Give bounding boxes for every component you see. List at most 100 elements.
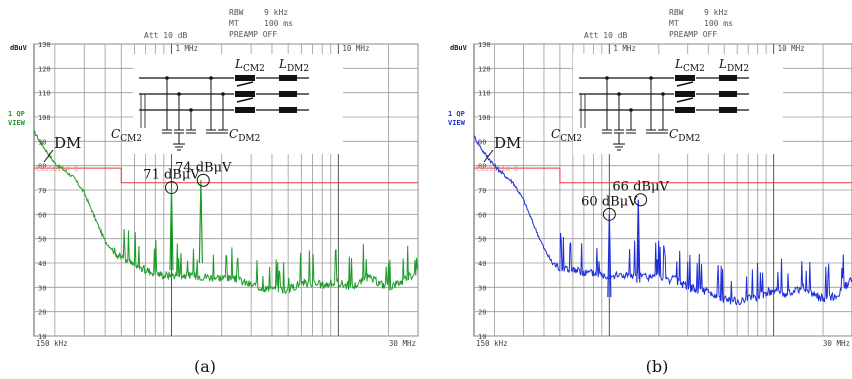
label-lcm2: LCM2 [674,57,705,74]
trace-label: VIEW [448,119,466,127]
y-tick-label: 130 [38,41,51,49]
attenuation-label: Att 10 dB [144,31,188,40]
label-ldm2-subscript: DM2 [287,64,309,74]
label-lcm2-symbol: L [234,57,243,71]
label-ccm2: CCM2 [551,127,582,144]
x-tick-label: 10 MHz [342,44,369,53]
choke-winding [235,91,255,97]
y-tick-label: 100 [38,114,51,122]
spectrum-panel-b: 10 20 30 40 50 60 70 80 90 100 110 120 130 150 kHz 30 … [448,8,852,348]
label-lcm2-subscript: CM2 [683,64,705,74]
y-tick-label: 120 [38,65,51,73]
rbw-value: 9 kHz [264,8,288,17]
y-tick-label: 80 [478,163,486,171]
x-tick-label: 30 MHz [823,339,850,348]
x-tick-label: 10 MHz [778,44,805,53]
dm-inductor [279,91,297,97]
y-tick-label: 60 [38,211,46,219]
unit-label: dBuV [450,44,468,52]
label-cdm2: CDM2 [669,127,700,144]
dm-inductor [719,107,737,113]
peak-annotation: 74 dBμV [175,160,232,175]
ground-symbol [613,143,625,151]
emission-trace [473,135,852,306]
emission-trace [33,129,419,295]
x-tick-label: 1 MHz [175,44,198,53]
choke-winding [675,91,695,97]
dm-inductor [279,107,297,113]
rbw-label: RBW [229,8,244,17]
x-tick-label: 1 MHz [613,44,636,53]
label-cdm2-subscript: DM2 [678,134,700,144]
spectrum-peak [636,199,641,283]
y-tick-label: 50 [478,236,486,244]
y-tick-label: 50 [38,236,46,244]
label-ccm2-subscript: CM2 [120,134,142,144]
rbw-value: 9 kHz [704,8,728,17]
y-tick-label: 10 [478,333,486,341]
label-cdm2-symbol: C [669,127,678,141]
choke-winding [235,107,255,113]
peak-annotation: 71 dBμV [143,168,200,183]
label-ldm2: LDM2 [718,57,749,74]
y-tick-label: 40 [38,260,46,268]
rbw-label: RBW [669,8,684,17]
choke-winding [675,107,695,113]
label-lcm2-subscript: CM2 [243,64,265,74]
junction-dot [177,92,181,96]
attenuation-label: Att 10 dB [584,31,628,40]
y-tick-label: 40 [478,260,486,268]
label-ccm2: CCM2 [111,127,142,144]
peak-annotation: 66 dBμV [612,180,669,195]
label-cdm2-symbol: C [229,127,238,141]
y-tick-label: 70 [478,187,486,195]
dm-leader-line [483,149,494,163]
junction-dot [209,76,213,80]
x-tick-label: 30 MHz [389,339,416,348]
label-cdm2-subscript: DM2 [238,134,260,144]
y-tick-label: 90 [478,138,486,146]
limit-label: EN55011A Q [36,165,78,173]
label-ccm2-symbol: C [551,127,560,141]
trace-label: 1 QP [8,110,25,118]
y-tick-label: 70 [38,187,46,195]
panel-caption: (a) [194,357,216,376]
label-ldm2-subscript: DM2 [727,64,749,74]
junction-dot [617,92,621,96]
y-tick-label: 110 [38,90,51,98]
y-tick-label: 30 [478,284,486,292]
label-ldm2: LDM2 [278,57,309,74]
label-cdm2: CDM2 [229,127,260,144]
y-tick-label: 130 [478,41,491,49]
label-ldm2-symbol: L [718,57,727,71]
y-tick-label: 100 [478,114,491,122]
choke-winding [675,75,695,81]
limit-line [474,167,852,184]
label-lcm2-symbol: L [674,57,683,71]
preamp-label: PREAMP OFF [229,30,277,39]
choke-core [676,81,694,103]
dm-inductor [719,75,737,81]
ground-symbol [173,143,185,151]
peak-marker-circle [164,181,178,195]
spectrum-peak [607,214,612,298]
unit-label: dBuV [10,44,28,52]
mt-label: MT [669,19,679,28]
label-ldm2-symbol: L [278,57,287,71]
dm-label: DM [494,134,521,152]
y-tick-label: 30 [38,284,46,292]
mt-label: MT [229,19,239,28]
junction-dot [189,108,193,112]
junction-dot [605,76,609,80]
junction-dot [649,76,653,80]
y-tick-label: 10 [38,333,46,341]
mt-value: 100 ms [264,19,293,28]
y-tick-label: 20 [38,309,46,317]
label-ccm2-subscript: CM2 [560,134,582,144]
trace-label: VIEW [8,119,26,127]
spectrum-peak [169,187,174,271]
